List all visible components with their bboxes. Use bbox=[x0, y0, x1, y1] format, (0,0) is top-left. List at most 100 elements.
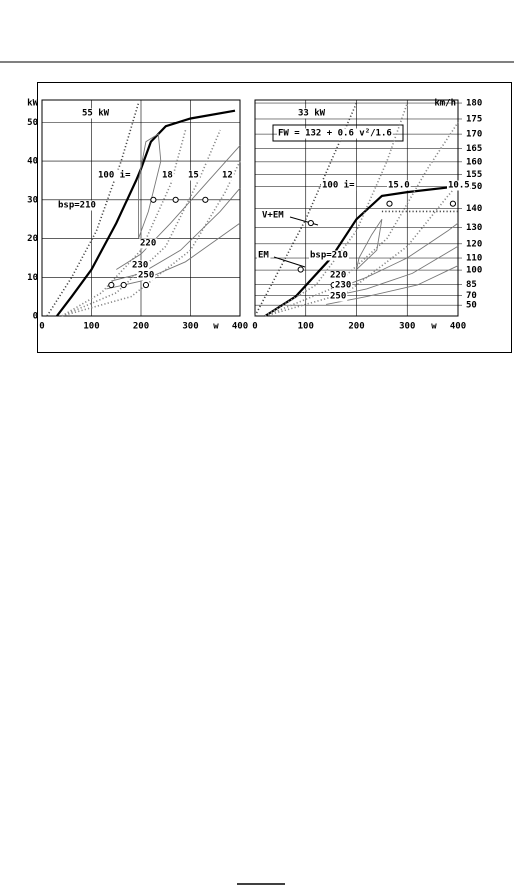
x-tick-label: 0 bbox=[252, 322, 257, 332]
annotation: EM bbox=[258, 251, 269, 261]
y2-axis-label: km/h bbox=[434, 99, 456, 109]
annotation: 18 bbox=[162, 171, 173, 181]
annotation-bg bbox=[97, 169, 133, 181]
y2-tick-label: 130 bbox=[466, 223, 482, 233]
annotation-bg bbox=[57, 200, 97, 211]
y-tick-label: 50 bbox=[27, 118, 38, 128]
annotation-bg bbox=[261, 210, 286, 221]
figure-frame bbox=[37, 82, 512, 353]
annotation-bg bbox=[139, 238, 158, 249]
annotation-bg bbox=[131, 260, 150, 271]
annotation-bg bbox=[257, 250, 271, 261]
annotation-bg bbox=[329, 270, 348, 281]
y2-tick-label: 155 bbox=[466, 170, 482, 180]
annotation-bg bbox=[81, 108, 111, 119]
y2-tick-label: 180 bbox=[466, 99, 482, 109]
annotation: bsp=210 bbox=[58, 201, 96, 211]
y2-tick-label: 140 bbox=[466, 204, 482, 214]
marker bbox=[386, 200, 393, 207]
annotation-bg bbox=[387, 180, 411, 191]
y2-tick-label: 120 bbox=[466, 239, 482, 249]
annotation: V+EM bbox=[262, 211, 284, 221]
y-tick-label: 20 bbox=[27, 234, 38, 244]
marker bbox=[108, 281, 115, 289]
charts: 0 10 20 30 40 50 0 100 200 300 400 kW w 55 kW 100 i= 18… bbox=[27, 99, 482, 332]
annotation-bg bbox=[277, 128, 393, 139]
annotation: 55 kW bbox=[82, 109, 110, 119]
annotation-bg bbox=[221, 170, 234, 181]
y2-tick-label: 70 bbox=[466, 291, 477, 301]
series-line bbox=[61, 160, 241, 317]
series-line bbox=[356, 218, 383, 270]
y2-tick-label: 160 bbox=[466, 157, 482, 167]
y2-tick-label: 50 bbox=[466, 301, 477, 311]
marker bbox=[202, 196, 209, 203]
series-line bbox=[331, 245, 459, 298]
marker bbox=[449, 200, 457, 207]
annotation: 15 bbox=[188, 171, 199, 181]
annotation: 12 bbox=[222, 171, 233, 181]
x-tick-label: 300 bbox=[399, 322, 415, 332]
series-line bbox=[336, 222, 459, 290]
x-tick-label: 300 bbox=[182, 322, 198, 332]
annotation-bg bbox=[137, 270, 156, 281]
annotation-bg bbox=[297, 108, 327, 119]
marker bbox=[172, 196, 179, 203]
series-line bbox=[56, 109, 236, 317]
annotation: 33 kW bbox=[298, 109, 326, 119]
annotation-bg bbox=[161, 170, 174, 181]
annotation: bsp=210 bbox=[310, 251, 348, 261]
series-line bbox=[61, 129, 221, 317]
series-line bbox=[46, 102, 140, 317]
marker bbox=[120, 281, 127, 289]
y-tick-label: 40 bbox=[27, 157, 38, 167]
y2-tick-label: 100 bbox=[466, 266, 482, 276]
annotation: 230 bbox=[132, 261, 148, 271]
marker bbox=[150, 196, 157, 203]
series-line bbox=[264, 185, 459, 317]
annotation-bg bbox=[334, 280, 353, 291]
marker bbox=[307, 219, 314, 227]
annotation: FW = 132 + 0.6 v²/1.6 bbox=[278, 129, 392, 139]
series-line bbox=[116, 145, 241, 270]
y2-tick-label: 175 bbox=[466, 114, 482, 124]
y2-tick-label: 170 bbox=[466, 130, 482, 140]
annotation: 100 i= bbox=[322, 180, 355, 191]
x-tick-label: 100 bbox=[83, 322, 99, 332]
annotation-bg bbox=[447, 180, 471, 191]
x-axis-label: w bbox=[213, 322, 219, 332]
series-line bbox=[264, 121, 459, 317]
leader-line bbox=[273, 256, 306, 268]
annotation-bg bbox=[329, 291, 348, 302]
annotation: 220 bbox=[140, 239, 156, 249]
x-tick-label: 0 bbox=[39, 322, 44, 332]
y2-tick-label: 110 bbox=[466, 254, 482, 264]
y-axis-label: kW bbox=[27, 99, 38, 109]
y-tick-label: 30 bbox=[27, 195, 38, 205]
annotation-bg bbox=[187, 170, 200, 181]
series-line bbox=[111, 187, 241, 282]
x-tick-label: 400 bbox=[450, 322, 466, 332]
series-line bbox=[264, 183, 459, 317]
y2-tick-label: 85 bbox=[466, 280, 477, 290]
y-tick-label: 0 bbox=[33, 312, 38, 322]
annotation: 230 bbox=[335, 281, 351, 291]
annotation: 250 bbox=[138, 271, 154, 281]
annotation-bg bbox=[309, 250, 349, 261]
annotation: 250 bbox=[330, 292, 346, 302]
series-line bbox=[106, 222, 241, 290]
x-tick-label: 200 bbox=[348, 322, 364, 332]
annotation: 10.5 bbox=[448, 181, 470, 191]
annotation: 100 i= bbox=[98, 170, 131, 181]
y2-tick-label: 150 bbox=[466, 182, 482, 192]
marker bbox=[297, 266, 304, 273]
y2-tick-label: 165 bbox=[466, 144, 482, 154]
x-tick-label: 400 bbox=[232, 322, 248, 332]
annotation: 15.0 bbox=[388, 181, 410, 191]
annotation: 220 bbox=[330, 271, 346, 281]
annotation-bg bbox=[321, 179, 357, 191]
x-tick-label: 100 bbox=[298, 322, 314, 332]
x-axis-label: w bbox=[431, 322, 437, 332]
